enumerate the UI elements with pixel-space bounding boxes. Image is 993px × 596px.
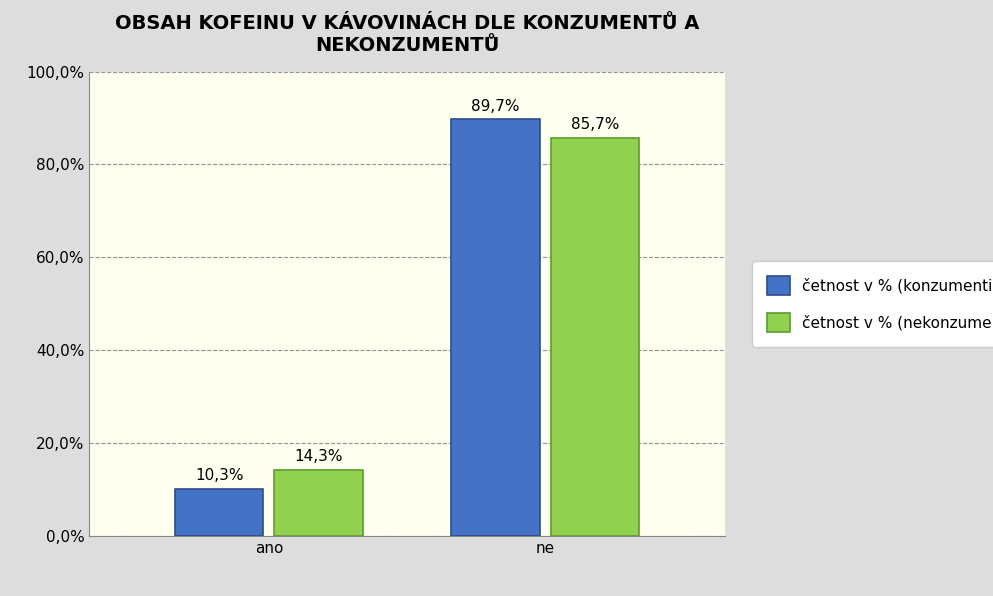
Text: 85,7%: 85,7% [571,117,620,132]
Legend: četnost v % (konzumenti), četnost v % (nekonzumenti): četnost v % (konzumenti), četnost v % (n… [752,261,993,347]
Bar [175,489,263,536]
Text: 89,7%: 89,7% [472,99,519,114]
Text: 10,3%: 10,3% [195,468,243,483]
Title: OBSAH KOFEINU V KÁVOVINÁCH DLE KONZUMENTŮ A
NEKONZUMENTŮ: OBSAH KOFEINU V KÁVOVINÁCH DLE KONZUMENT… [115,14,699,55]
Bar [274,470,362,536]
Text: 14,3%: 14,3% [295,449,343,464]
Bar [551,138,639,536]
Bar [452,119,540,536]
